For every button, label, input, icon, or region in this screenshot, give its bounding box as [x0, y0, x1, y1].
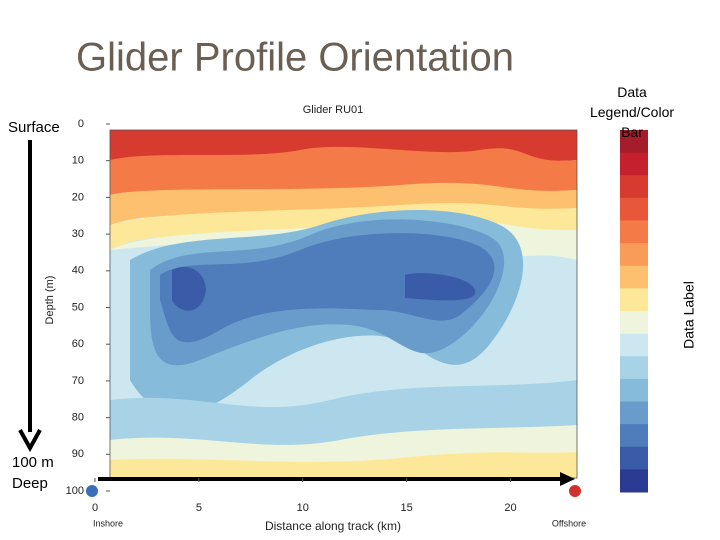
color-bar-step: [620, 288, 648, 312]
y-tick-label: 30: [72, 228, 84, 240]
data-label-note: Data Label: [681, 281, 697, 349]
y-tick-label: 10: [72, 155, 84, 167]
color-bar-step: [620, 424, 648, 448]
x-tick-label: 15: [401, 502, 413, 514]
track-arrow-head: [560, 472, 575, 486]
plot-title: Glider RU01: [303, 104, 364, 116]
y-tick-label: 40: [72, 265, 84, 277]
deep-note: 100 m Deep: [12, 454, 54, 492]
color-bar-step: [620, 220, 648, 244]
color-bar-step: [620, 311, 648, 335]
color-bar-step: [620, 130, 648, 154]
y-tick-label: 20: [72, 191, 84, 203]
y-axis-label: Depth (m): [44, 276, 56, 325]
y-tick-label: 0: [78, 118, 84, 130]
color-bar-step: [620, 243, 648, 267]
legend-note: Data Legend/Color Bar: [590, 84, 674, 140]
y-tick-label: 50: [72, 301, 84, 313]
y-tick-label: 80: [72, 412, 84, 424]
x-tick-label: 5: [196, 502, 202, 514]
x-tick-label: 10: [297, 502, 309, 514]
x-tick-label: 20: [504, 502, 516, 514]
slide-title: Glider Profile Orientation: [76, 36, 514, 80]
color-bar-step: [620, 265, 648, 289]
y-tick-label: 90: [72, 448, 84, 460]
color-bar-step: [620, 446, 648, 470]
y-tick-label: 70: [72, 375, 84, 387]
color-bar-step: [620, 152, 648, 176]
y-tick-label: 100: [66, 485, 84, 497]
inshore-dot: [86, 485, 98, 497]
x-tick-label: 0: [92, 502, 98, 514]
depth-arrow-head: [18, 429, 42, 453]
color-bar-step: [620, 401, 648, 425]
color-bar: [620, 130, 648, 493]
y-tick-label: 60: [72, 338, 84, 350]
color-bar-step: [620, 356, 648, 380]
offshore-dot: [569, 485, 581, 497]
x-axis-label: Distance along track (km): [265, 519, 401, 533]
surface-note: Surface: [8, 119, 60, 136]
color-bar-step: [620, 378, 648, 402]
color-bar-step: [620, 469, 648, 493]
offshore-note: Offshore: [552, 518, 586, 528]
color-bar-step: [620, 333, 648, 357]
inshore-note: Inshore: [93, 518, 123, 528]
color-bar-step: [620, 175, 648, 199]
contour-field: [110, 130, 577, 478]
color-bar-step: [620, 197, 648, 221]
